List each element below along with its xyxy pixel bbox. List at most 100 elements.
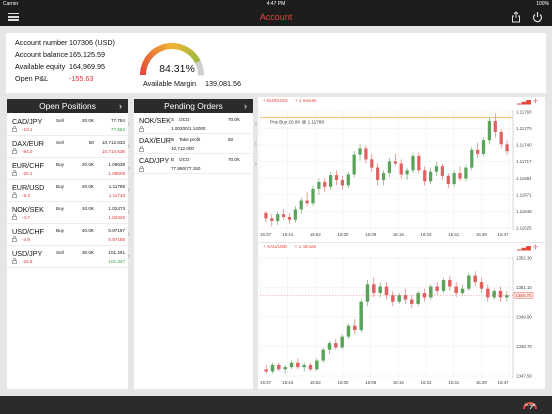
candle-body [311,188,315,204]
y-tick-label: 1.11648 [516,209,532,214]
gauge-segment [141,62,149,67]
xauusd-candlestick-chart[interactable]: 15:37 15:44 15:52 16:00 16:08 16:15 16:23 16:31… [258,253,545,389]
battery-label: 100% [536,1,549,7]
candle-body [287,216,292,220]
candle-body [327,343,332,350]
candle-body [358,148,362,155]
position-quantity: 20.0K [81,118,94,123]
chart-instrument[interactable]: + XAU/USD [263,244,288,249]
position-pnl: -20.1 [22,171,33,176]
candle-body [359,301,363,331]
candle-body [340,336,344,348]
account-row-label: Available equity [15,62,66,71]
gauge-segment [142,60,149,66]
eurusd-candlestick-chart[interactable]: 15:37 15:44 15:52 16:00 16:08 16:15 16:23 16:31… [258,107,545,242]
mini-margin-gauge-icon[interactable] [522,398,538,412]
margin-percent: 84.31% [159,63,195,75]
candle-body [505,144,509,152]
gauge-segment [188,50,195,57]
menu-icon[interactable] [8,13,19,21]
order-row[interactable]: NOK/SEK S OCO 70.0K 1.00200/1.14000 › [134,114,257,134]
chevron-right-icon: › [127,231,130,238]
order-price: 10,712.000 [171,146,194,151]
position-current-price: 1.02425 [108,215,125,220]
candle-body [473,275,477,283]
chart-instrument[interactable]: + EUR/USD [263,98,288,103]
position-row[interactable]: EUR/CHF -20.1 Buy 20.0K 1.08638 1.08609 › [7,158,130,180]
x-tick-label: 16:39 [476,380,488,385]
candle-body [403,295,408,300]
position-row[interactable]: EUR/USD -9.4 Buy 20.0K 1.11789 1.11740 › [7,180,130,202]
lock-icon [12,236,17,242]
candle-body [487,120,492,141]
chart-interval[interactable]: + 1 minute [294,244,317,249]
position-quantity: 40.0K [81,228,94,233]
candle-body [276,214,280,222]
lock-icon [12,170,17,176]
candle-body [277,364,281,370]
position-row[interactable]: USD/CHF -4.9 Buy 40.0K 0.97197 0.97185 › [7,224,130,246]
position-row[interactable]: DAX/EUR -84.0 Sell 50 10,712.633 10,714.638 › [7,136,130,158]
x-tick-label: 15:37 [260,232,272,237]
candle-body [334,343,338,348]
lock-icon [12,214,17,220]
current-price-tag [513,292,534,299]
page-title: Account [259,12,293,22]
lock-icon [12,258,17,264]
nav-bar: Account [0,8,552,26]
position-side: Buy [56,162,64,167]
x-tick-label: 16:00 [338,380,350,385]
open-positions-panel: Open Positions › CAD/JPY -10.1 Sell 20.0K 77… [7,99,130,389]
x-tick-label: 15:52 [310,380,322,385]
y-tick-label: 1.11694 [516,176,532,181]
candle-body [293,209,297,220]
position-pnl: -9.4 [22,193,30,198]
account-row-value: 165,125.59 [69,50,105,59]
order-row[interactable]: DAX/EUR B Take profit 50 10,712.000 › [134,134,257,154]
position-pnl: -4.7 [22,215,30,220]
y-tick-label: 1352.30 [516,256,532,261]
position-open-price: 101.261 [108,250,125,255]
chevron-right-icon: › [127,253,130,260]
share-icon[interactable] [511,11,521,23]
power-icon[interactable] [532,11,543,23]
position-row[interactable]: CAD/JPY -10.1 Sell 20.0K 77.784 77.663 › [7,114,130,136]
chart-type-icon[interactable]: ▁▃▅ [517,99,531,105]
position-row[interactable]: NOK/SEK -4.7 Buy 10.0K 1.02473 1.02425 › [7,202,130,224]
gauge-segment [147,52,154,59]
gauge-segment [146,53,153,60]
gauge-segment [185,47,192,55]
crosshair-icon[interactable]: ✛ [533,245,539,251]
x-tick-label: 16:31 [448,380,460,385]
mini-margin-percent: 84.31% [524,403,536,407]
gauge-segment [178,43,183,51]
candle-body [399,163,403,175]
candle-body [460,288,465,294]
position-symbol: EUR/CHF [12,161,44,170]
chart-interval[interactable]: + 1 minute [294,98,317,103]
lock-icon [139,126,144,132]
order-side: B [171,157,175,162]
position-symbol: EUR/USD [12,183,45,192]
order-row[interactable]: CAD/JPY B OCO 70.0K 77.950/77.150 › [134,154,257,174]
chart-type-icon[interactable]: ▁▃▅ [517,245,531,251]
position-pnl: -10.1 [22,127,33,132]
pending-orders-header[interactable]: Pending Orders › [134,99,253,113]
lock-icon [12,192,17,198]
position-open-price: 1.08638 [108,162,125,167]
candle-body [441,279,446,291]
candle-body [423,170,427,182]
gauge-segment [162,43,167,51]
candle-body [428,171,433,182]
crosshair-icon[interactable]: ✛ [533,99,539,105]
gauge-segment [143,58,150,64]
eurusd-chart-panel[interactable]: + EUR/USD + 1 minute ▁▃▅ ✛ 15:37 15:44 15:… [258,97,545,242]
open-positions-header[interactable]: Open Positions › [7,99,128,113]
position-quantity: 50 [88,140,94,145]
position-row[interactable]: USD/JPY -22.8 Sell 30.0K 101.261 101.347 › [7,246,130,268]
candle-body [458,173,462,179]
xauusd-chart-panel[interactable]: + XAU/USD + 1 minute ▁▃▅ ✛ 15:37 15:44 15:… [258,243,545,389]
candle-body [365,284,370,302]
gauge-segment [187,49,194,56]
candle-body [281,214,286,217]
